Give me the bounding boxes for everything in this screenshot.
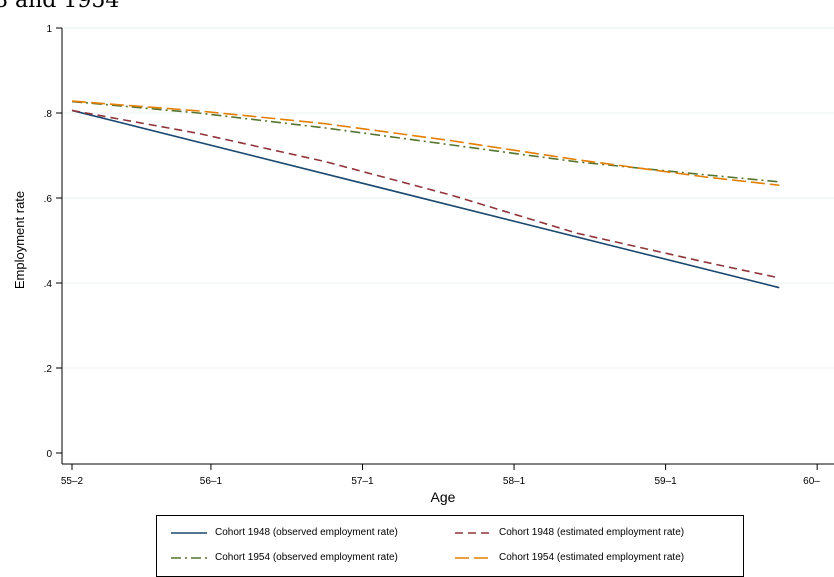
legend-item: Cohort 1948 (estimated employment rate) [455, 527, 684, 538]
y-axis-ticks: 0 .2 .4 .6 .8 1 [44, 24, 62, 460]
series-line-0 [71, 109, 780, 289]
legend-swatch-cohort-1948-estimated [455, 531, 491, 534]
x-axis-label: Age [431, 489, 456, 505]
x-tick-label: 56–1 [200, 476, 223, 487]
series-line-2 [71, 100, 780, 183]
legend-item: Cohort 1954 (observed employment rate) [171, 552, 398, 563]
x-tick-label: 58–1 [503, 476, 526, 487]
y-tick-label: .8 [44, 109, 53, 120]
grid-lines [62, 27, 834, 369]
figure-caption-fragment: 8 and 1954 [0, 0, 120, 13]
legend-label: Cohort 1948 (observed employment rate) [215, 527, 398, 538]
series-line-3 [71, 100, 780, 187]
x-tick-label: 59–1 [654, 476, 677, 487]
legend: Cohort 1948 (observed employment rate) C… [156, 515, 744, 577]
y-tick-label: 0 [46, 449, 52, 460]
y-tick-label: .6 [44, 194, 53, 205]
legend-swatch-cohort-1954-estimated [455, 556, 491, 559]
y-tick-label: 1 [46, 24, 52, 35]
legend-label: Cohort 1954 (estimated employment rate) [499, 552, 685, 563]
x-axis-ticks: 55–2 56–1 57–1 58–1 59–1 60– [61, 464, 820, 487]
legend-item: Cohort 1948 (observed employment rate) [171, 527, 398, 538]
series-layer [71, 100, 780, 289]
y-tick-label: .4 [44, 279, 53, 290]
legend-label: Cohort 1954 (observed employment rate) [215, 552, 398, 563]
y-tick-label: .2 [44, 364, 53, 375]
y-axis-label: Employment rate [12, 191, 27, 289]
legend-swatch-cohort-1948-observed [171, 531, 207, 534]
legend-swatch-cohort-1954-observed [171, 556, 207, 559]
x-tick-label: 57–1 [351, 476, 374, 487]
legend-label: Cohort 1948 (estimated employment rate) [499, 527, 685, 538]
legend-item: Cohort 1954 (estimated employment rate) [455, 552, 684, 563]
x-tick-label: 55–2 [61, 476, 84, 487]
x-tick-label: 60– [803, 476, 820, 487]
series-line-1 [71, 109, 780, 279]
